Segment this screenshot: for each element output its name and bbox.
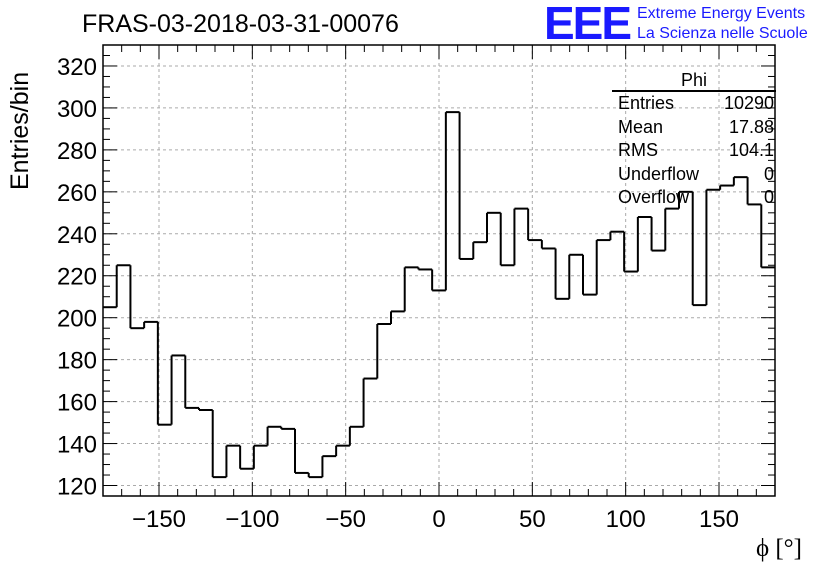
stats-row: Entries 10290 (612, 92, 776, 116)
eee-logo: EEE (544, 0, 632, 49)
stats-value: 17.88 (728, 116, 774, 137)
logo-subtitle-line-1: Extreme Energy Events (637, 5, 806, 22)
stats-value: 0 (763, 187, 774, 207)
x-tick-label: 100 (606, 506, 646, 533)
stats-title: Phi (612, 70, 776, 92)
stats-row: Mean 17.88 (612, 116, 776, 140)
stats-label: RMS (618, 140, 658, 160)
x-tick-label: 150 (699, 506, 739, 533)
y-tick-label: 180 (57, 348, 97, 375)
y-tick-label: 140 (57, 432, 97, 459)
axes (102, 44, 776, 497)
y-tick-label: 200 (57, 306, 97, 333)
x-tick-label: 50 (519, 506, 546, 533)
y-axis-label: Entries/bin (6, 71, 34, 190)
stats-label: Mean (618, 116, 664, 137)
y-tick-label: 280 (57, 138, 97, 165)
tick-labels: −150 −100 −50 0 50 100 150 120 140 160 180 200 220 24… (57, 54, 739, 533)
x-tick-label: −50 (325, 506, 366, 533)
x-tick-label: 0 (432, 506, 445, 533)
y-tick-label: 160 (57, 390, 97, 417)
y-tick-label: 220 (57, 264, 97, 291)
stats-value: 0 (763, 163, 774, 184)
plot-title: FRAS-03-2018-03-31-00076 (82, 10, 399, 38)
stats-value: 104.1 (728, 140, 774, 160)
stats-label: Entries (618, 93, 675, 113)
stats-row: RMS 104.1 (612, 139, 776, 163)
grid (103, 45, 775, 496)
x-tick-label: −100 (225, 506, 279, 533)
y-tick-label: 320 (57, 54, 97, 81)
y-tick-label: 260 (57, 180, 97, 207)
y-tick-label: 300 (57, 96, 97, 123)
y-tick-label: 240 (57, 222, 97, 249)
stats-row: Underflow 0 (612, 163, 776, 187)
stats-label: Overflow (618, 187, 690, 207)
stats-label: Underflow (618, 163, 700, 184)
stats-row: Overflow 0 (612, 186, 776, 210)
histogram-series (103, 111, 775, 479)
stats-value: 10290 (723, 93, 774, 113)
stats-box: Phi Entries 10290 Mean 17.88 RMS 104.1 Unde… (612, 70, 776, 210)
x-axis-label: ϕ [°] (755, 535, 802, 562)
logo-subtitle-line-2: La Scienza nelle Scuole (637, 25, 808, 42)
x-tick-label: −150 (132, 506, 186, 533)
y-tick-label: 120 (57, 474, 97, 501)
